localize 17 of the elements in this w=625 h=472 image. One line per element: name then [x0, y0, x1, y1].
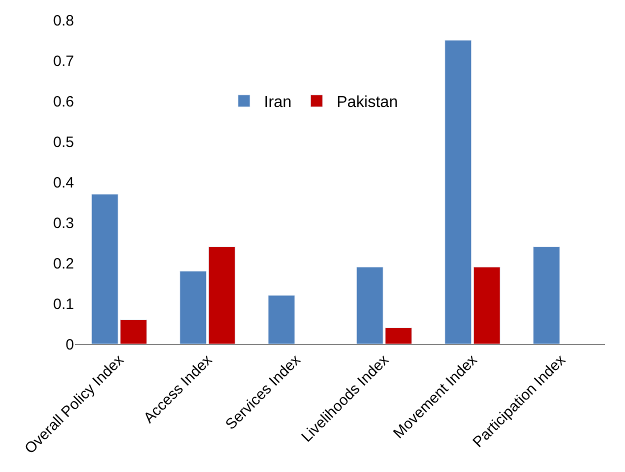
legend-label: Iran: [264, 94, 292, 112]
bar: [268, 295, 295, 344]
y-tick-label: 0.1: [53, 296, 74, 313]
y-tick-label: 0.7: [53, 52, 74, 70]
bar: [532, 246, 560, 344]
y-tick-label: 0.3: [53, 214, 74, 232]
y-tick-label: 0.4: [53, 174, 74, 192]
bar: [208, 246, 236, 344]
bar: [473, 266, 500, 344]
y-tick-label: 0.6: [53, 93, 74, 110]
y-tick-label: 0.5: [53, 134, 74, 151]
legend-label: Pakistan: [336, 94, 398, 112]
y-tick-label: 0: [66, 336, 74, 354]
y-tick-label: 0.2: [53, 255, 74, 272]
y-tick-label: 0.8: [53, 12, 74, 30]
bar: [444, 40, 472, 344]
bar: [180, 270, 207, 344]
